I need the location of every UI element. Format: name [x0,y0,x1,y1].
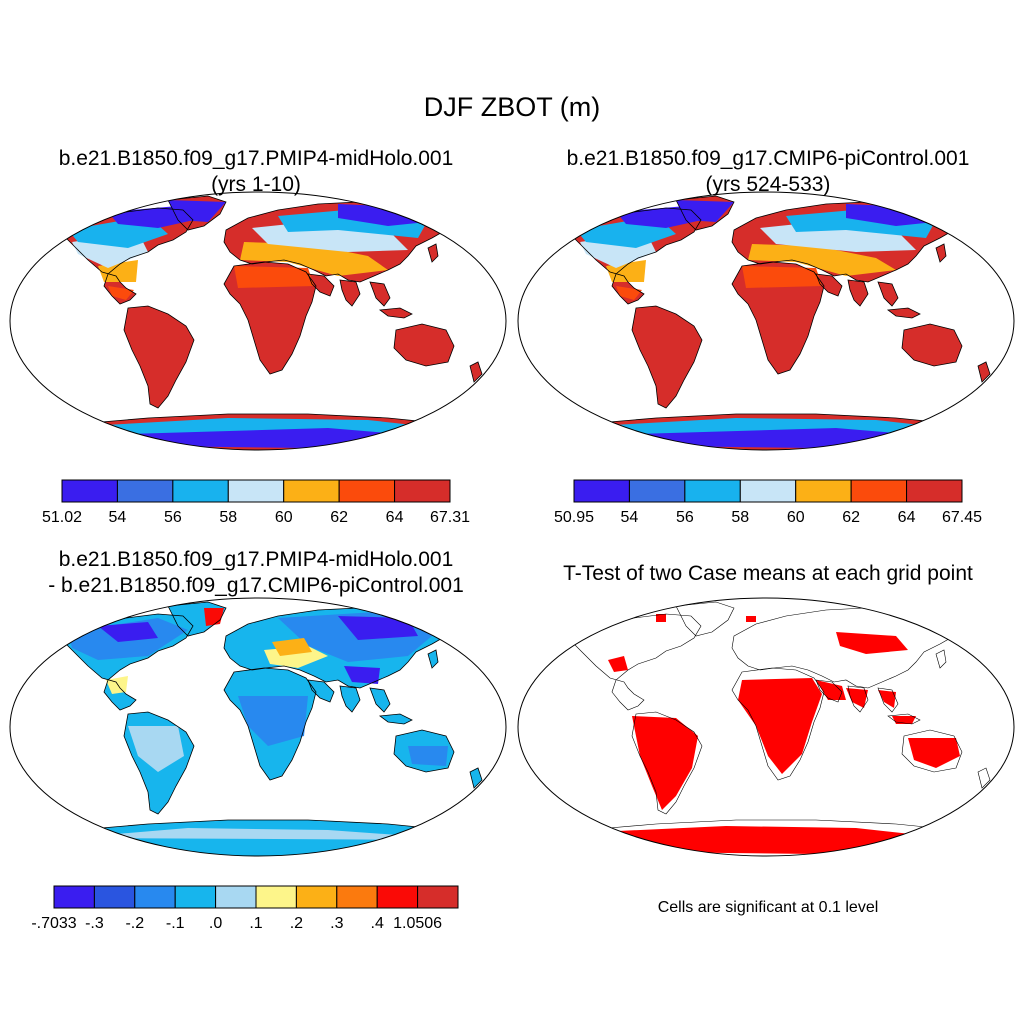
panel-title-midholo: b.e21.B1850.f09_g17.PMIP4-midHolo.001 (y… [10,146,502,198]
colorbar-tick-label: -.3 [85,915,104,932]
map-border [9,597,507,857]
panel-title-difference-line2: - b.e21.B1850.f09_g17.CMIP6-piControl.00… [48,574,464,597]
colorbar-picontrol: 50.95 54 56 58 60 62 64 67.45 [554,479,982,526]
map-picontrol [517,191,1015,451]
colorbar-tick-label: 62 [330,509,348,526]
panel-title-difference-line1: b.e21.B1850.f09_g17.PMIP4-midHolo.001 [58,548,454,571]
colorbar-segment [283,479,340,503]
map-ttest [517,597,1015,857]
map-border [517,597,1015,857]
panel-title-midholo-line1: b.e21.B1850.f09_g17.PMIP4-midHolo.001 [58,147,454,170]
colorbar-segment [53,885,95,909]
colorbar-tick-label: 67.45 [942,509,982,526]
panel-title-picontrol-line2: (yrs 524-533) [705,173,831,196]
colorbar-segment [394,479,451,503]
map-difference [9,597,507,857]
map-border [9,191,507,451]
significance-note: Cells are significant at 0.1 level [657,899,879,916]
colorbar-segment [628,479,686,503]
colorbar-segment [172,479,229,503]
colorbar-segment [417,885,459,909]
colorbar-segment [295,885,338,909]
map-midholo [9,191,507,451]
land-near-zero [68,726,468,840]
colorbar-tick-label: 64 [898,509,916,526]
colorbar-tick-label: -.7033 [31,915,76,932]
figure-title: DJF ZBOT (m) [423,92,601,122]
panel-title-picontrol: b.e21.B1850.f09_g17.CMIP6-piControl.001 … [522,146,1014,198]
significant-cells [596,614,966,854]
colorbar-tick-label: -.2 [125,915,144,932]
colorbar-tick-label: 62 [842,509,860,526]
colorbar-segment [850,479,908,503]
map-border [517,191,1015,451]
land-low-latitude [616,266,822,300]
colorbar-tick-label: 54 [621,509,639,526]
land-strong-positive [204,608,224,626]
land-low-latitude [108,266,314,300]
colorbar-segment [573,479,630,503]
colorbar-segment [795,479,852,503]
colorbar-tick-label: 51.02 [42,509,82,526]
colorbar-tick-label: -.1 [166,915,185,932]
colorbar-tick-label: 54 [109,509,127,526]
colorbar-segment [93,885,136,909]
colorbar-segment [215,885,257,909]
colorbar-segment [338,479,396,503]
colorbar-tick-label: 60 [275,509,293,526]
colorbar-tick-label: 58 [731,509,749,526]
colorbar-tick-label: .1 [249,915,262,932]
colorbar-segment [116,479,174,503]
colorbar-tick-label: .0 [209,915,222,932]
colorbar-segment [739,479,797,503]
colorbar-segment [174,885,217,909]
colorbar-tick-label: 67.31 [430,509,470,526]
colorbar-tick-label: 58 [219,509,237,526]
land-strong-negative [98,616,418,684]
panel-title-picontrol-line1: b.e21.B1850.f09_g17.CMIP6-piControl.001 [566,147,970,170]
colorbar-tick-label: 56 [676,509,694,526]
colorbar-tick-label: 1.0506 [393,915,442,932]
panel-title-difference: b.e21.B1850.f09_g17.PMIP4-midHolo.001 - … [0,547,512,599]
colorbar-tick-label: 50.95 [554,509,594,526]
panel-title-midholo-line2: (yrs 1-10) [211,173,301,196]
colorbar-segment [336,885,378,909]
colorbar-tick-label: .2 [290,915,303,932]
colorbar-segment [684,479,741,503]
colorbar-segment [376,885,419,909]
colorbar-segment [227,479,285,503]
land-moderate-positive [272,638,312,656]
panel-title-ttest: T-Test of two Case means at each grid po… [512,561,1024,587]
colorbar-midholo: 51.02 54 56 58 60 62 64 67.31 [42,479,470,526]
colorbar-tick-label: .4 [371,915,384,932]
colorbar-difference: -.7033 -.3 -.2 -.1 .0 .1 .2 .3 .4 1.0506 [31,885,459,932]
colorbar-segment [61,479,118,503]
colorbar-tick-label: 56 [164,509,182,526]
colorbar-segment [134,885,176,909]
colorbar-tick-label: 64 [386,509,404,526]
panel-title-ttest-line1: T-Test of two Case means at each grid po… [563,562,973,585]
colorbar-tick-label: .3 [330,915,343,932]
colorbar-segment [906,479,963,503]
colorbar-segment [255,885,297,909]
colorbar-tick-label: 60 [787,509,805,526]
